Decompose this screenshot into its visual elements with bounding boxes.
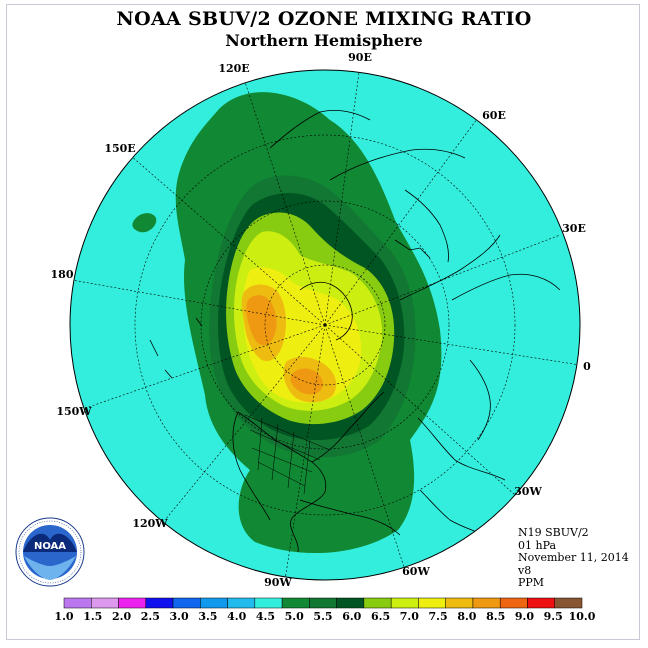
ozone-contours: [132, 92, 442, 554]
satellite-label: N19 SBUV/2: [518, 526, 589, 539]
lon-label-60w: 60W: [402, 565, 430, 578]
map-title: NOAA SBUV/2 OZONE MIXING RATIO: [116, 8, 532, 30]
contour-8-5-west: [246, 295, 277, 346]
graticule: [71, 70, 580, 580]
lon-label-60e: 60E: [482, 109, 506, 122]
lon-label-0: 0: [583, 360, 591, 373]
date-label: November 11, 2014: [518, 551, 629, 564]
contour-5-0-island: [132, 213, 157, 233]
lon-label-120e: 120E: [218, 62, 249, 75]
lon-label-180: 180: [51, 268, 74, 281]
lon-label-30w: 30W: [514, 485, 542, 498]
lon-label-90w: 90W: [264, 576, 292, 589]
lon-label-30e: 30E: [562, 222, 586, 235]
map-subtitle: Northern Hemisphere: [225, 31, 423, 50]
lon-label-90e: 90E: [348, 51, 372, 64]
lon-label-150e: 150E: [104, 142, 135, 155]
lon-label-120w: 120W: [132, 517, 168, 530]
contour-8-5-east: [290, 368, 323, 395]
version-label: v8: [518, 563, 532, 577]
product-info: N19 SBUV/2 01 hPa November 11, 2014 v8 P…: [518, 526, 629, 590]
lon-label-150w: 150W: [56, 405, 92, 418]
pressure-level-label: 01 hPa: [518, 538, 557, 552]
noaa-logo-text: NOAA: [34, 541, 66, 552]
units-label: PPM: [518, 576, 545, 589]
us-state-borders: [244, 414, 331, 495]
noaa-logo: NOAA: [15, 517, 85, 587]
